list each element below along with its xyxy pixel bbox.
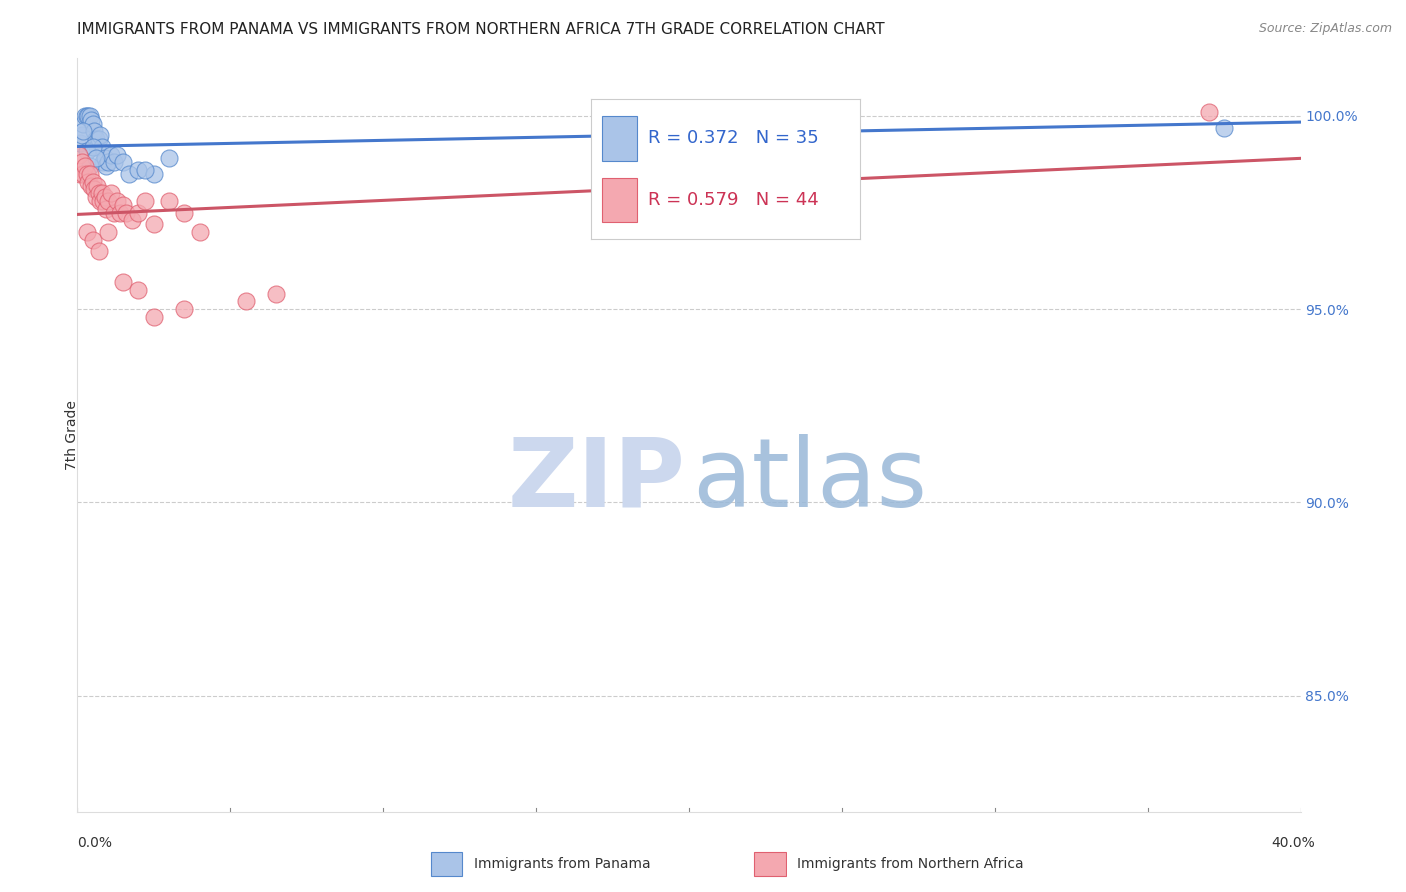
Point	[82, 175, 104, 189]
Point	[73, 109, 96, 123]
Point	[94, 152, 117, 166]
Point	[70, 128, 93, 143]
Text: ZIP: ZIP	[508, 434, 685, 526]
Point	[128, 283, 150, 297]
Y-axis label: 7th Grade: 7th Grade	[65, 400, 79, 470]
Point	[115, 205, 138, 219]
Point	[91, 155, 114, 169]
Point	[69, 167, 91, 181]
Point	[87, 244, 110, 259]
Text: atlas: atlas	[693, 434, 928, 526]
Point	[142, 310, 165, 324]
Text: 40.0%: 40.0%	[1271, 836, 1315, 850]
Point	[90, 186, 112, 201]
Point	[83, 182, 105, 196]
Point	[77, 109, 100, 123]
Point	[94, 190, 117, 204]
Text: IMMIGRANTS FROM PANAMA VS IMMIGRANTS FROM NORTHERN AFRICA 7TH GRADE CORRELATION : IMMIGRANTS FROM PANAMA VS IMMIGRANTS FRO…	[77, 22, 884, 37]
Point	[77, 175, 100, 189]
Point	[79, 159, 101, 173]
Point	[128, 205, 150, 219]
Bar	[430, 853, 463, 876]
Point	[142, 167, 165, 181]
Point	[121, 213, 143, 227]
Point	[80, 112, 103, 127]
Point	[87, 186, 110, 201]
Point	[188, 225, 211, 239]
Point	[97, 194, 120, 208]
Point	[72, 124, 94, 138]
Point	[70, 155, 93, 169]
Point	[76, 144, 98, 158]
Point	[108, 205, 131, 219]
Point	[80, 178, 103, 193]
Point	[1213, 120, 1236, 135]
Point	[157, 194, 180, 208]
Point	[100, 147, 122, 161]
Point	[83, 124, 105, 138]
Bar	[754, 853, 786, 876]
Point	[82, 140, 104, 154]
Point	[72, 117, 94, 131]
Point	[134, 163, 156, 178]
Point	[91, 194, 114, 208]
Point	[105, 194, 128, 208]
Point	[173, 205, 195, 219]
Point	[76, 109, 98, 123]
Text: 0.0%: 0.0%	[77, 836, 112, 850]
Point	[97, 155, 120, 169]
Point	[79, 167, 101, 181]
Text: Source: ZipAtlas.com: Source: ZipAtlas.com	[1258, 22, 1392, 36]
Point	[1198, 105, 1220, 120]
Point	[87, 132, 110, 146]
Point	[112, 275, 135, 289]
Point	[96, 159, 118, 173]
Point	[142, 217, 165, 231]
Point	[96, 202, 118, 216]
Point	[76, 167, 98, 181]
Point	[89, 128, 111, 143]
Point	[90, 140, 112, 154]
Point	[134, 194, 156, 208]
Point	[128, 163, 150, 178]
Point	[754, 105, 776, 120]
Point	[97, 225, 120, 239]
Point	[112, 155, 135, 169]
Point	[82, 233, 104, 247]
Point	[86, 140, 108, 154]
Point	[103, 205, 125, 219]
Point	[69, 136, 91, 150]
Point	[173, 302, 195, 317]
Text: Immigrants from Northern Africa: Immigrants from Northern Africa	[797, 857, 1024, 871]
Point	[112, 198, 135, 212]
Point	[89, 194, 111, 208]
Point	[86, 178, 108, 193]
Point	[103, 155, 125, 169]
Point	[118, 167, 141, 181]
Point	[157, 152, 180, 166]
Point	[82, 117, 104, 131]
Point	[264, 286, 287, 301]
Point	[105, 147, 128, 161]
Point	[76, 225, 98, 239]
Point	[84, 152, 107, 166]
Point	[235, 294, 257, 309]
Text: Immigrants from Panama: Immigrants from Panama	[474, 857, 651, 871]
Point	[79, 109, 101, 123]
Point	[72, 167, 94, 181]
Point	[84, 190, 107, 204]
Point	[84, 132, 107, 146]
Point	[73, 159, 96, 173]
Point	[100, 186, 122, 201]
Point	[67, 147, 90, 161]
